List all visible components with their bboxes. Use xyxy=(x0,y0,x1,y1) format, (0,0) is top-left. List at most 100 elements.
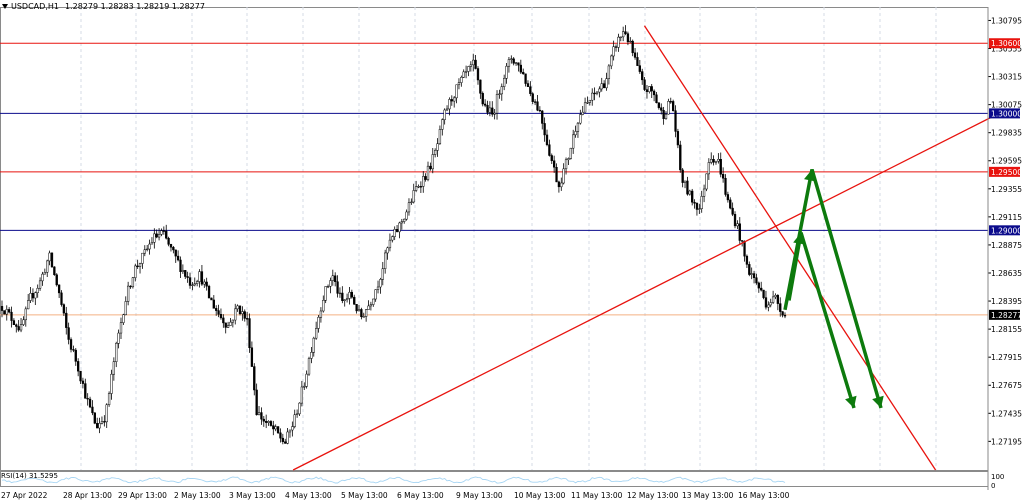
candle-body xyxy=(767,304,770,308)
candle-body xyxy=(179,259,182,272)
y-tick-label: 1.28395 xyxy=(991,297,1022,306)
chart-info: USDCAD,H1 1.28279 1.28283 1.28219 1.28277 xyxy=(0,0,205,14)
candle-body xyxy=(279,432,282,439)
forecast-arrow xyxy=(783,169,883,409)
candle-body xyxy=(724,177,727,195)
candle-body xyxy=(29,293,32,301)
y-tick-label: 1.28635 xyxy=(991,269,1022,278)
arrow-head xyxy=(845,395,857,409)
candle-body xyxy=(236,305,239,310)
candle-body xyxy=(669,101,672,103)
candle-body xyxy=(574,131,577,136)
bid-tag-label: 1.28277 xyxy=(991,311,1022,320)
candle-body xyxy=(10,311,13,321)
level-tag xyxy=(989,38,1020,49)
candle-body xyxy=(469,64,472,67)
candle-body xyxy=(702,188,706,197)
candle-body xyxy=(38,280,42,289)
candle-body xyxy=(743,241,746,257)
candle-body xyxy=(376,286,380,290)
candle-body xyxy=(733,214,737,227)
candle-body xyxy=(234,308,237,321)
candle-body xyxy=(155,233,158,238)
candle-body xyxy=(738,223,741,241)
candle-body xyxy=(543,123,546,136)
candle-body xyxy=(386,247,389,254)
level-tag xyxy=(989,166,1020,177)
candle-body xyxy=(91,406,94,414)
candle-body xyxy=(200,271,204,285)
candle-body xyxy=(319,310,323,318)
candle-body xyxy=(555,167,558,183)
candle-body xyxy=(293,414,296,427)
candle-body xyxy=(100,421,104,424)
candle-body xyxy=(624,31,627,34)
candle-body xyxy=(481,93,484,105)
candle-body xyxy=(307,358,311,375)
candle-body xyxy=(362,316,365,318)
candle-body xyxy=(757,282,760,289)
candle-body xyxy=(643,79,646,90)
candle-body xyxy=(495,93,499,114)
candle-body xyxy=(610,55,613,67)
candle-body xyxy=(405,211,408,220)
candle-body xyxy=(143,249,146,254)
candle-body xyxy=(705,173,708,190)
candle-body xyxy=(710,159,713,163)
candle-body xyxy=(667,101,670,115)
candle-body xyxy=(288,429,292,433)
arrow-head xyxy=(872,395,884,409)
horizontal-levels xyxy=(0,42,988,316)
trendlines[interactable] xyxy=(292,25,1007,471)
candle-body xyxy=(441,119,444,130)
candle-body xyxy=(652,90,656,96)
candle-body xyxy=(65,312,68,328)
candle-body xyxy=(612,46,615,57)
candle-body xyxy=(341,292,344,301)
candle-body xyxy=(569,147,572,159)
candle-body xyxy=(541,110,544,124)
forecast-arrows[interactable] xyxy=(783,169,884,409)
candle-body xyxy=(291,426,294,431)
candle-body xyxy=(593,92,596,95)
candle-body xyxy=(779,303,782,312)
candle-body xyxy=(157,234,161,238)
candle-body xyxy=(12,320,16,326)
y-tick-label: 1.30795 xyxy=(991,16,1022,25)
candle-body xyxy=(172,246,175,251)
candle-body xyxy=(660,107,663,111)
candle-body xyxy=(7,309,11,313)
candle-body xyxy=(548,144,551,156)
candle-body xyxy=(671,101,675,111)
candle-body xyxy=(538,109,542,112)
candle-body xyxy=(400,221,403,224)
candle-body xyxy=(750,273,753,275)
candle-body xyxy=(384,252,387,269)
candle-body xyxy=(253,366,256,391)
ohlc-values: 1.28279 1.28283 1.28219 1.28277 xyxy=(64,2,205,11)
candle-body xyxy=(729,199,732,209)
candle-body xyxy=(545,134,549,145)
chevron-down-icon[interactable] xyxy=(2,3,8,9)
candle-body xyxy=(517,62,520,66)
candle-body xyxy=(662,110,665,119)
y-tick-label: 1.30555 xyxy=(991,45,1022,54)
candle-body xyxy=(455,84,458,99)
candle-body xyxy=(67,327,70,340)
candle-body xyxy=(762,289,765,298)
candle-body xyxy=(136,265,139,267)
x-tick-label: 16 May 13:00 xyxy=(738,491,790,500)
candle-body xyxy=(357,309,361,312)
candle-body xyxy=(198,271,201,282)
candle-body xyxy=(631,40,634,54)
candle-body xyxy=(529,86,532,94)
candle-body xyxy=(422,176,425,187)
candle-body xyxy=(260,412,263,420)
candle-body xyxy=(550,155,553,161)
candle-body xyxy=(476,68,480,81)
candle-body xyxy=(162,230,165,232)
candle-body xyxy=(138,263,142,267)
candle-body xyxy=(412,190,415,203)
